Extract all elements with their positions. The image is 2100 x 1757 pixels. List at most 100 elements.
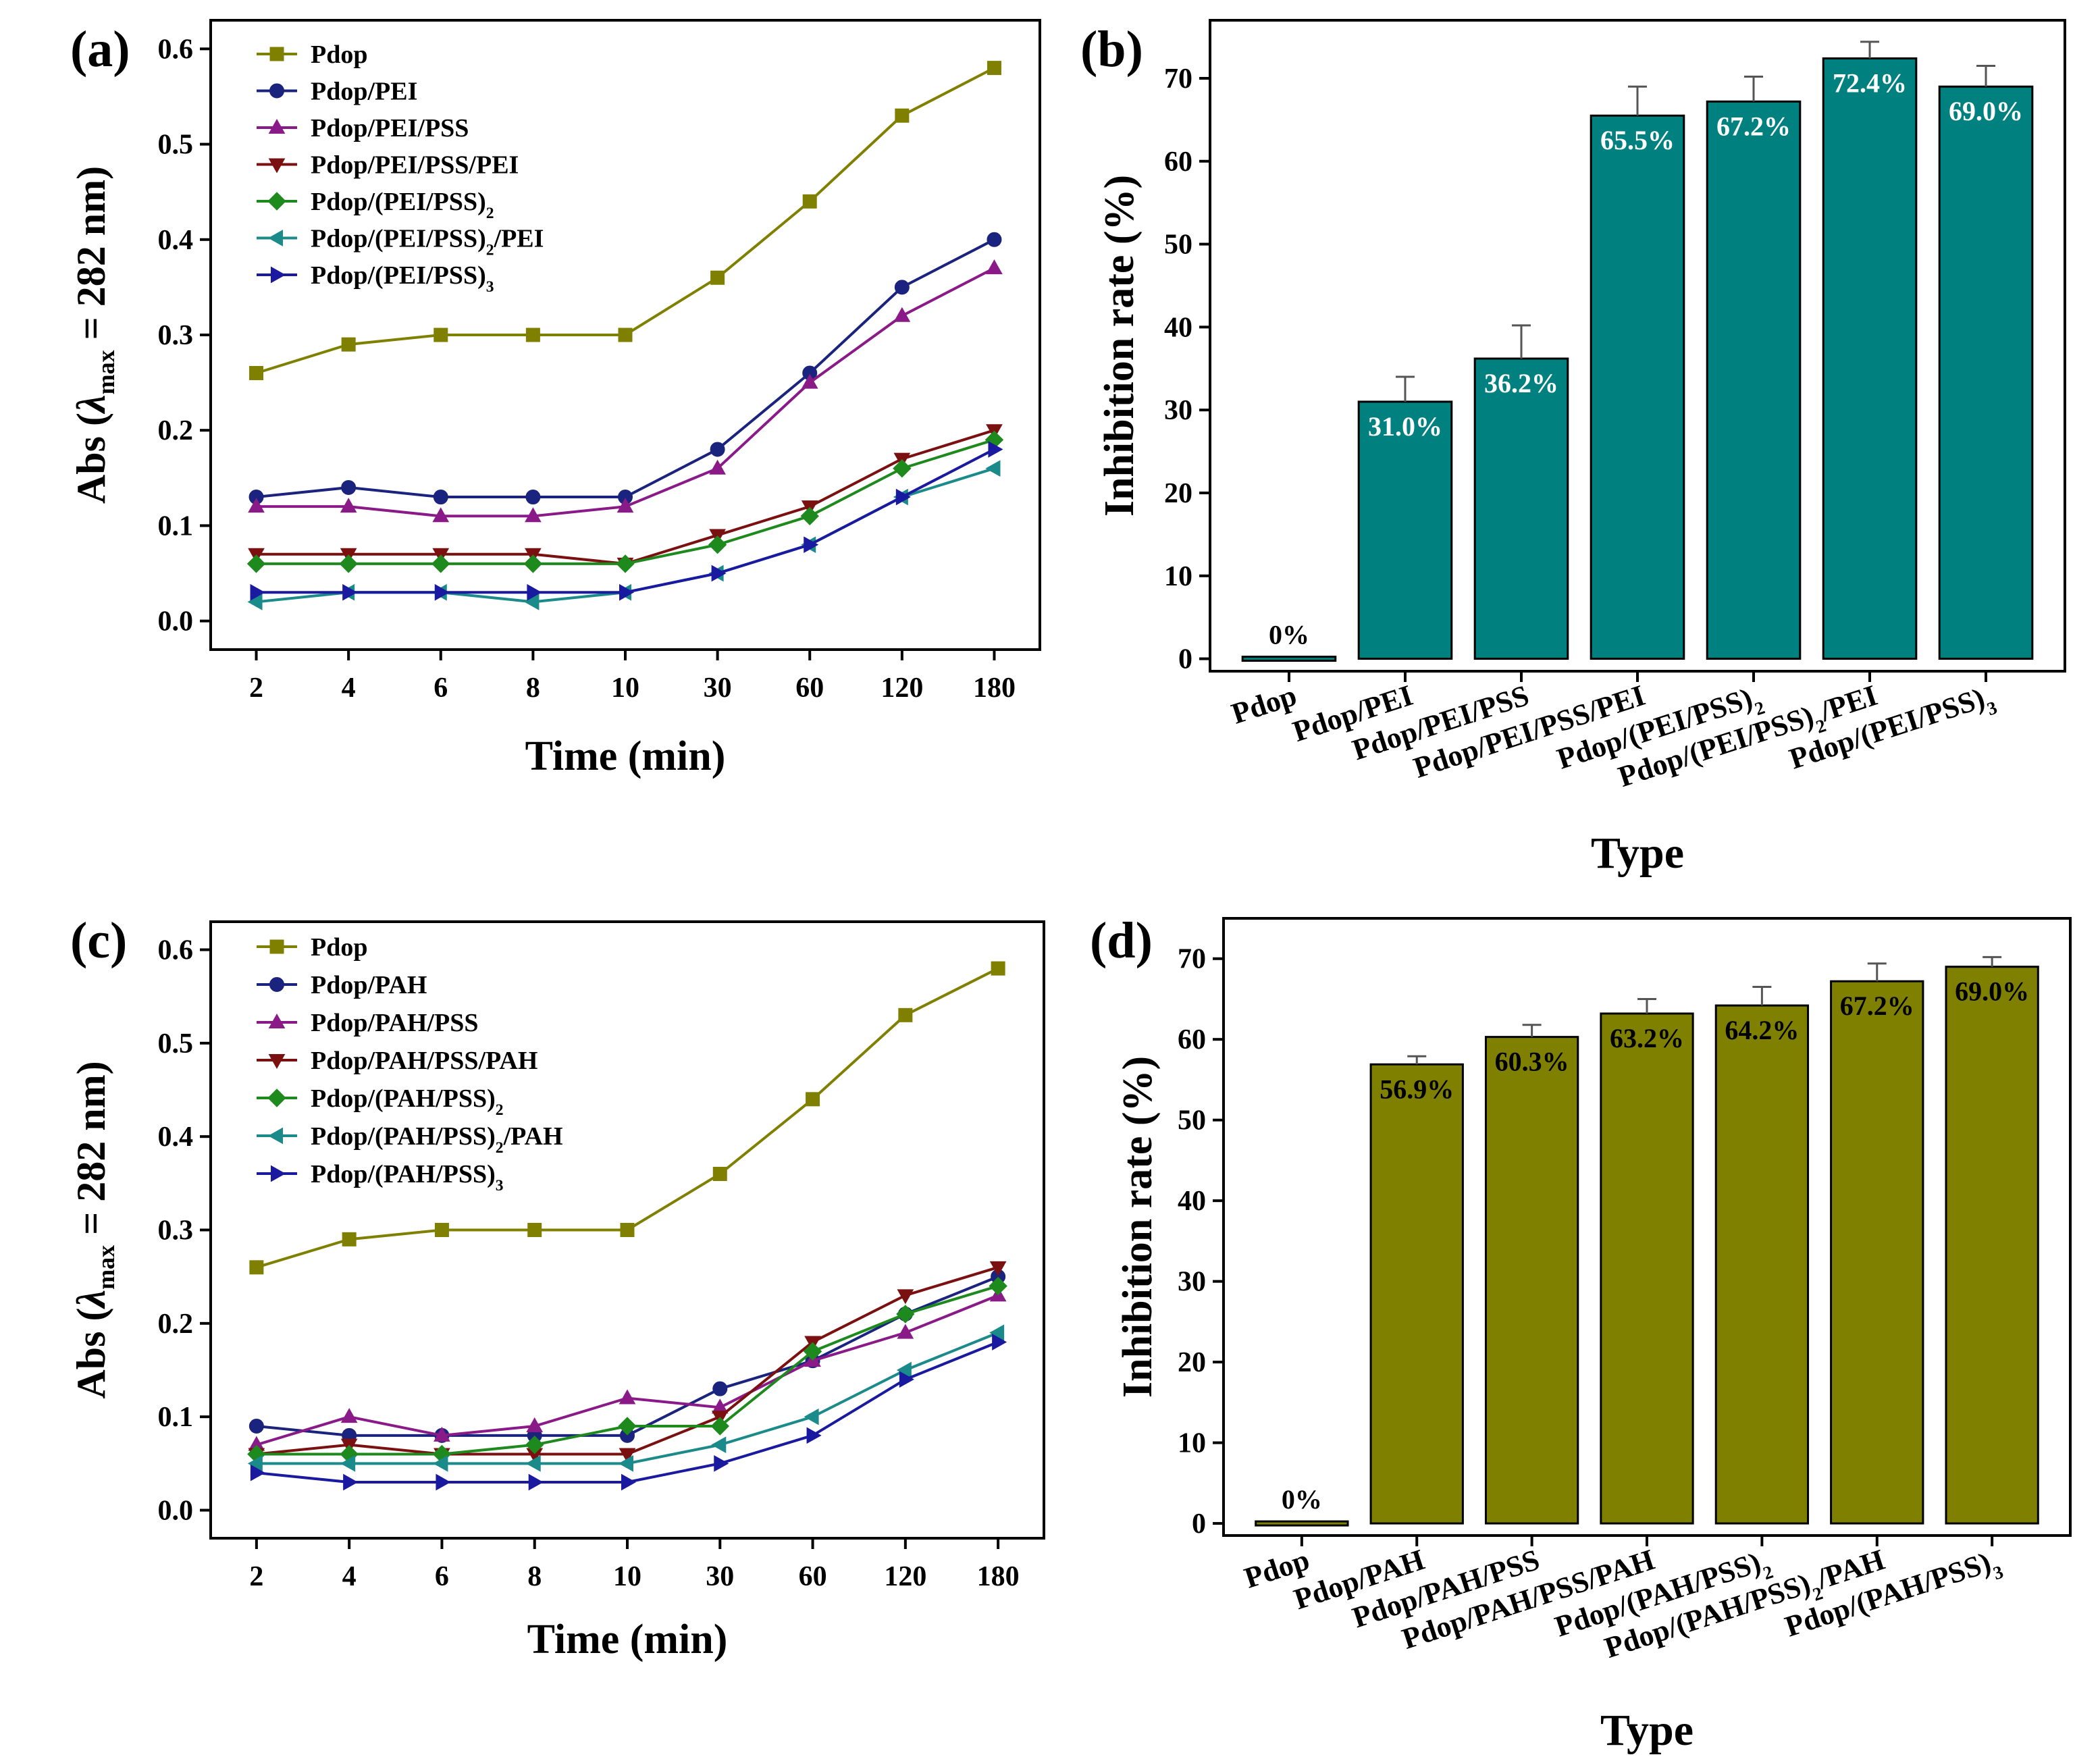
legend-label-Pdop/PEI/PSS: Pdop/PEI/PSS (311, 114, 469, 142)
data-point-Pdop/(PAH/PSS)2-7 (896, 1305, 915, 1323)
bar-Pdop/(PEI/PSS)2 (1706, 100, 1802, 660)
y-axis-title: Inhibition rate (%) (1115, 1056, 1161, 1398)
legend-marker-Pdop/PEI (269, 83, 284, 99)
bar-Pdop/PEI/PSS/PEI (1590, 114, 1685, 660)
data-point-Pdop/PEI/PSS-8 (986, 259, 1003, 275)
x-tick-label: 60 (795, 673, 824, 704)
data-point-Pdop-5 (712, 1167, 727, 1181)
legend-marker-Pdop/PAH/PSS (268, 1013, 286, 1028)
data-point-Pdop-6 (802, 194, 817, 209)
legend-label-Pdop/(PAH/PSS)2: Pdop/(PAH/PSS)2 (311, 1084, 504, 1119)
y-tick-label: 0.2 (158, 415, 194, 446)
bar-Pdop/PEI/PSS (1473, 357, 1569, 660)
data-point-Pdop/(PAH/PSS)3-1 (343, 1473, 359, 1491)
bar-Pdop (1255, 1520, 1349, 1527)
y-tick-label: 40 (1178, 1186, 1206, 1217)
y-tick-label: 0.5 (158, 1028, 194, 1059)
x-tick-label: 120 (881, 673, 923, 704)
legend-marker-Pdop/PEI/PSS (268, 118, 286, 134)
data-point-Pdop-3 (527, 1223, 542, 1237)
data-point-Pdop/(PAH/PSS)2/PAH-5 (711, 1436, 727, 1454)
data-point-Pdop/PAH/PSS-2 (434, 1426, 450, 1442)
data-label-Pdop: 0% (1269, 620, 1309, 650)
x-axis-title: Time (min) (525, 733, 726, 779)
data-label-Pdop/(PEI/PSS)2/PEI: 72.4% (1833, 68, 1907, 98)
y-tick-label: 0.3 (158, 320, 194, 351)
data-point-Pdop-8 (987, 61, 1001, 76)
x-axis-title: Type (1600, 1706, 1694, 1755)
data-label-Pdop/PAH/PSS: 60.3% (1495, 1047, 1569, 1077)
data-point-Pdop/(PEI/PSS)3-0 (250, 583, 265, 601)
data-point-Pdop/(PEI/PSS)3-5 (711, 565, 727, 582)
data-point-Pdop/(PAH/PSS)3-4 (621, 1473, 637, 1491)
y-tick-label: 0.6 (158, 935, 194, 966)
data-point-Pdop/PEI-5 (710, 442, 725, 457)
x-axis-title: Type (1591, 829, 1684, 878)
series-line-Pdop/PAH (256, 1275, 999, 1437)
y-tick-label: 50 (1164, 230, 1192, 261)
x-tick-label: 8 (526, 673, 540, 704)
data-label-Pdop/PEI/PSS/PEI: 65.5% (1600, 125, 1675, 155)
legend-label-Pdop/(PEI/PSS)2: Pdop/(PEI/PSS)2 (311, 188, 494, 222)
legend-marker-Pdop/PAH/PSS/PAH (268, 1054, 286, 1070)
x-tick-label: 10 (611, 673, 639, 704)
data-label-Pdop/PAH: 56.9% (1380, 1074, 1454, 1104)
data-point-Pdop/(PEI/PSS)2/PEI-3 (524, 594, 540, 610)
panel-1-bar-chart: 0102030405060700%Pdop31.0%Pdop/PEI36.2%P… (1080, 19, 2066, 878)
y-tick-label: 20 (1178, 1347, 1206, 1378)
legend-label-Pdop: Pdop (311, 41, 367, 69)
y-tick-label: 60 (1178, 1024, 1206, 1055)
y-tick-label: 10 (1178, 1428, 1206, 1459)
x-tick-label: 2 (249, 1561, 263, 1592)
legend-marker-Pdop/(PAH/PSS)2/PAH (267, 1127, 283, 1145)
data-point-Pdop-8 (991, 961, 1005, 976)
data-point-Pdop-2 (434, 1223, 449, 1237)
y-tick-label: 0.4 (158, 225, 194, 256)
bar-Pdop/(PAH/PSS)2 (1714, 1004, 1810, 1525)
data-point-Pdop/(PEI/PSS)3-3 (527, 583, 542, 601)
data-point-Pdop/PAH/PSS/PAH-8 (989, 1261, 1007, 1276)
x-tick-label: 30 (704, 673, 732, 704)
data-point-Pdop/(PEI/PSS)2-5 (708, 535, 727, 554)
data-point-Pdop/PEI-1 (341, 479, 357, 495)
data-point-Pdop/PEI/PSS-6 (801, 373, 818, 389)
data-point-Pdop/(PAH/PSS)2/PAH-4 (618, 1454, 633, 1472)
data-point-Pdop-4 (618, 327, 633, 342)
data-point-Pdop/PEI/PSS-5 (709, 459, 726, 475)
data-point-Pdop/(PEI/PSS)3-6 (804, 536, 819, 554)
y-tick-label: 30 (1178, 1267, 1206, 1298)
legend: Pdop Pdop/PEI Pdop/PEI/PSS Pdop/PEI/PSS/PEI… (257, 41, 544, 296)
bar-Pdop (1241, 656, 1337, 662)
x-tick-label: 60 (799, 1561, 827, 1592)
data-point-Pdop/(PEI/PSS)3-2 (434, 583, 450, 601)
data-point-Pdop/(PAH/PSS)2-6 (803, 1342, 822, 1361)
legend-marker-Pdop/(PEI/PSS)2 (267, 192, 286, 211)
x-tick-label: 180 (977, 1561, 1020, 1592)
y-tick-label: 50 (1178, 1105, 1206, 1136)
legend-marker-Pdop/(PEI/PSS)3 (271, 266, 286, 284)
x-tick-label: 2 (249, 673, 263, 704)
data-point-Pdop/PEI-2 (433, 490, 448, 505)
y-tick-label: 0.4 (158, 1122, 194, 1153)
legend-label-Pdop/(PEI/PSS)3: Pdop/(PEI/PSS)3 (311, 261, 494, 296)
legend-label-Pdop/PAH/PSS/PAH: Pdop/PAH/PSS/PAH (311, 1047, 537, 1075)
data-point-Pdop/(PAH/PSS)3-8 (992, 1334, 1007, 1350)
data-point-Pdop/(PAH/PSS)3-3 (528, 1473, 544, 1491)
y-tick-label: 60 (1164, 147, 1192, 178)
bar-Pdop/PAH (1369, 1063, 1464, 1525)
data-point-Pdop/PAH/PSS/PAH-7 (897, 1289, 914, 1305)
x-tick-label: 10 (613, 1561, 641, 1592)
data-point-Pdop-1 (341, 337, 356, 352)
data-point-Pdop/(PEI/PSS)2-7 (893, 458, 912, 478)
legend-marker-Pdop/(PEI/PSS)2/PEI (267, 230, 283, 246)
legend-label-Pdop/(PAH/PSS)2/PAH: Pdop/(PAH/PSS)2/PAH (311, 1122, 563, 1157)
y-tick-label: 0.0 (158, 606, 194, 637)
data-point-Pdop/PEI-8 (987, 232, 1002, 247)
y-tick-label: 0.2 (158, 1309, 194, 1340)
x-tick-label: 180 (973, 673, 1016, 704)
y-axis-title: Inhibition rate (%) (1097, 175, 1143, 517)
data-point-Pdop/(PAH/PSS)2-5 (710, 1417, 729, 1436)
y-tick-label: 70 (1164, 63, 1192, 95)
y-tick-label: 40 (1164, 312, 1192, 343)
